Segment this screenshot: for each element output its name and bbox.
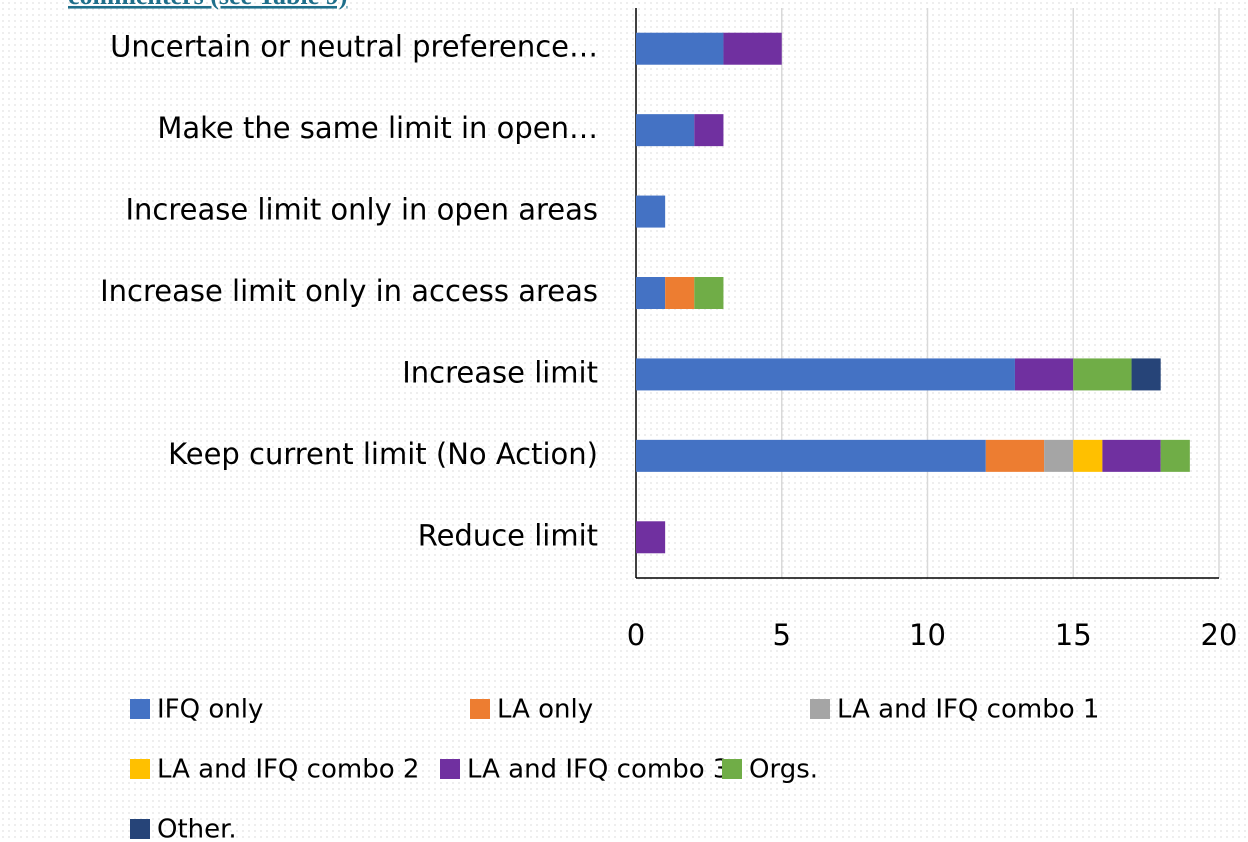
legend-swatch — [470, 699, 490, 719]
legend-swatch — [130, 819, 150, 839]
chart-title: commenters (see Table 9) — [68, 0, 347, 10]
x-tick-label: 20 — [1201, 618, 1238, 652]
bar-segment — [636, 114, 695, 147]
legend-label: LA only — [497, 695, 593, 725]
category-label: Increase limit only in access areas — [100, 274, 598, 308]
x-tick-label: 5 — [773, 618, 791, 652]
category-label: Increase limit — [402, 355, 598, 389]
bar-segment — [1014, 358, 1074, 391]
legend-label: LA and IFQ combo 2 — [157, 755, 419, 785]
legend-swatch — [130, 759, 150, 779]
bar-segment — [636, 195, 666, 228]
legend-label: Orgs. — [749, 755, 818, 785]
bar-segment — [636, 32, 724, 65]
bar-segment — [636, 521, 666, 554]
bar-segment — [636, 277, 666, 309]
bar-segment — [665, 277, 695, 309]
bar-segment — [694, 277, 724, 309]
legend-swatch — [722, 759, 742, 779]
legend-swatch — [810, 699, 830, 719]
bar-segment — [636, 358, 1015, 391]
category-label: Increase limit only in open areas — [125, 193, 598, 227]
bar-segment — [1044, 439, 1074, 472]
x-tick-label: 0 — [627, 618, 645, 652]
bar-segment — [985, 439, 1045, 472]
bar-segment — [1073, 358, 1132, 391]
category-label: Make the same limit in open… — [157, 111, 598, 145]
legend-swatch — [130, 699, 150, 719]
x-tick-label: 10 — [909, 618, 946, 652]
bar-segment — [1160, 439, 1190, 472]
legend-label: Other. — [157, 815, 237, 842]
x-tick-label: 15 — [1055, 618, 1092, 652]
bar-segment — [694, 114, 724, 147]
bar-segment — [723, 32, 782, 65]
bar-segment — [1102, 439, 1161, 472]
category-label: Keep current limit (No Action) — [168, 437, 598, 471]
legend-label: LA and IFQ combo 3 — [467, 755, 729, 785]
legend-swatch — [440, 759, 460, 779]
legend-label: LA and IFQ combo 1 — [837, 695, 1099, 725]
category-label: Uncertain or neutral preference… — [110, 30, 598, 64]
bar-segment — [636, 439, 986, 472]
category-label: Reduce limit — [418, 518, 598, 552]
legend-label: IFQ only — [157, 695, 263, 725]
bar-segment — [1073, 439, 1103, 472]
bar-segment — [1131, 358, 1161, 391]
